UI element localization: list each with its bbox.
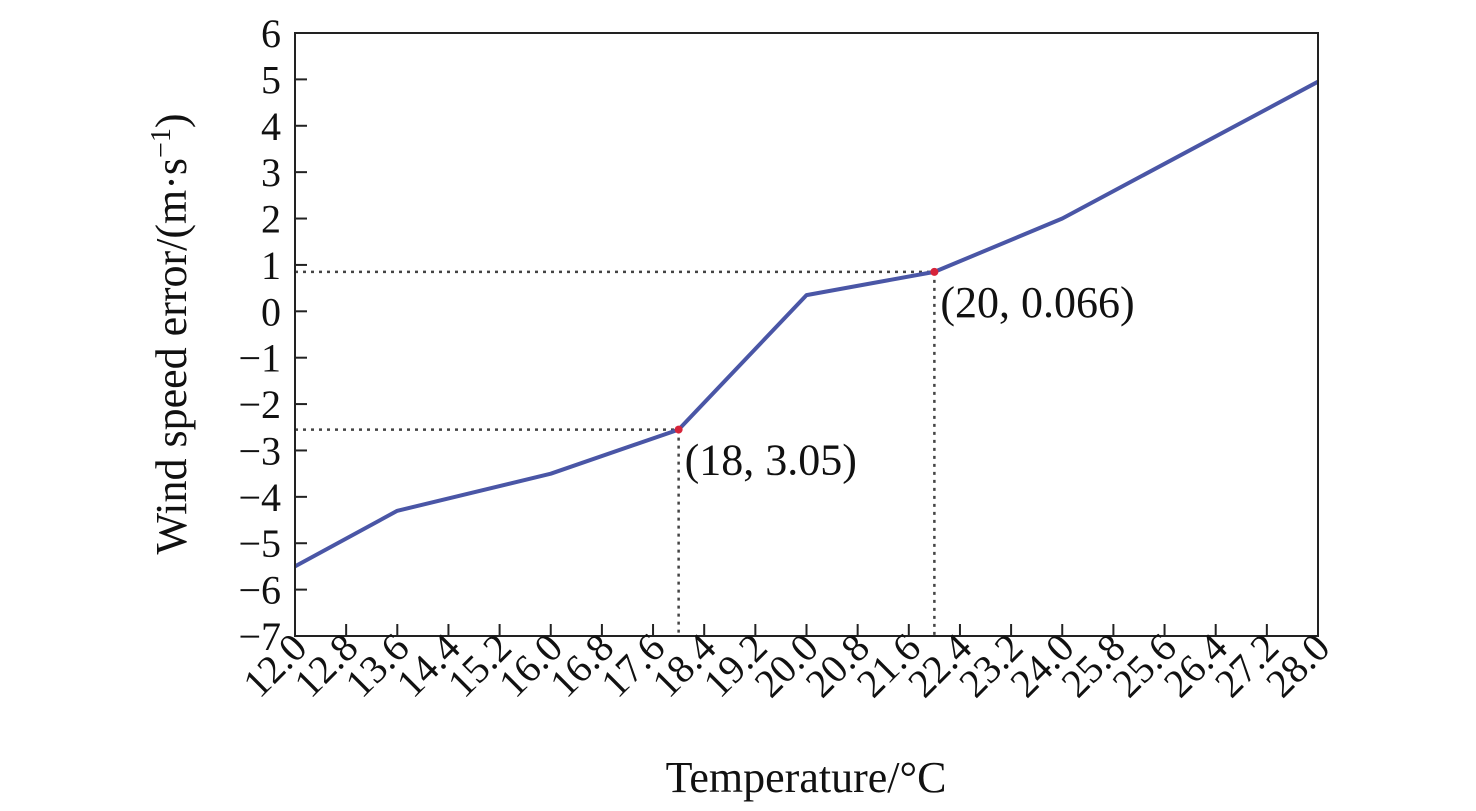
y-axis-title-close: )	[147, 114, 196, 129]
y-tick-label: 0	[261, 289, 281, 334]
data-series	[294, 79, 1319, 569]
y-axis-title: Wind speed error/(m·s−1)	[146, 114, 196, 555]
x-axis-title: Temperature/°C	[666, 753, 947, 802]
data-markers	[674, 267, 939, 434]
series-line	[294, 79, 1319, 569]
guide-lines	[295, 270, 936, 636]
marker-point	[674, 425, 683, 434]
plot-frame	[294, 32, 1319, 637]
y-tick-label: −3	[238, 428, 281, 473]
y-tick-label: 4	[261, 104, 281, 149]
annotation-label: (18, 3.05)	[685, 436, 857, 485]
annotation-label: (20, 0.066)	[940, 278, 1134, 327]
annotations: (18, 3.05) (20, 0.066)	[685, 278, 1135, 485]
y-tick-label: 1	[261, 243, 281, 288]
y-tick-label: 3	[261, 150, 281, 195]
y-tick-label: 2	[261, 197, 281, 242]
y-tick-label: −2	[238, 382, 281, 427]
y-tick-label: −1	[238, 336, 281, 381]
y-tick-label: −7	[238, 614, 281, 659]
y-tick-label: −6	[238, 568, 281, 613]
y-axis-title-superscript: −1	[146, 128, 177, 158]
y-tick-label: 6	[261, 11, 281, 56]
y-tick-label: −5	[238, 521, 281, 566]
y-tick-label: −4	[238, 475, 281, 520]
y-tick-label: 5	[261, 57, 281, 102]
marker-point	[930, 267, 939, 276]
y-axis-title-main: Wind speed error/(m·s	[147, 158, 196, 555]
